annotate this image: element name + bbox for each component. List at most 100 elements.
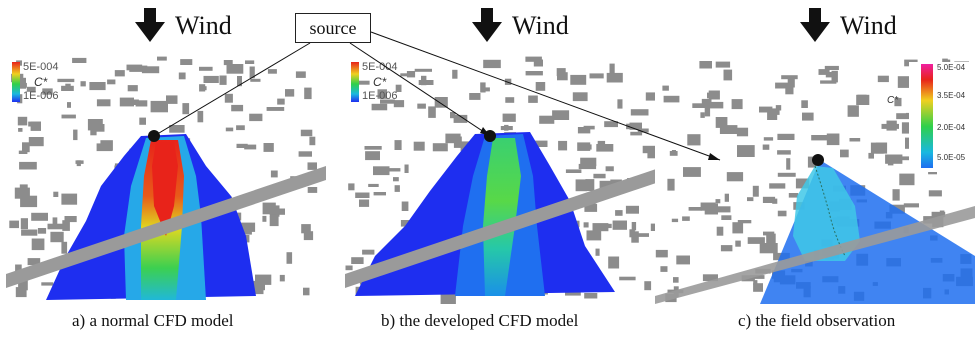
legend-min: 1E-006 <box>23 90 59 102</box>
building <box>785 83 794 95</box>
building <box>18 150 28 154</box>
building <box>671 218 679 223</box>
building <box>593 173 606 179</box>
building <box>127 85 138 92</box>
caption-a: a) a normal CFD model <box>72 311 234 330</box>
building <box>856 94 870 105</box>
building <box>452 69 458 79</box>
building <box>763 231 775 236</box>
building <box>719 125 738 134</box>
building <box>650 223 660 231</box>
building <box>704 107 711 117</box>
building <box>682 216 690 221</box>
building <box>359 199 370 207</box>
building <box>892 189 900 201</box>
building <box>428 106 436 118</box>
legend-tick: 5.0E-05 <box>937 153 966 162</box>
building <box>671 150 676 155</box>
building <box>269 215 279 227</box>
building <box>737 220 752 224</box>
building <box>570 74 587 85</box>
building <box>788 193 799 198</box>
building <box>736 127 749 137</box>
building <box>61 241 68 254</box>
building <box>414 68 432 72</box>
building <box>252 289 264 295</box>
building <box>831 70 838 83</box>
building <box>371 103 388 111</box>
building <box>301 224 311 234</box>
building <box>307 162 317 170</box>
building <box>766 233 776 244</box>
color-legend-bar <box>921 64 933 168</box>
building <box>786 158 791 170</box>
building <box>605 166 614 172</box>
legend-var: C* <box>373 75 387 89</box>
building <box>662 85 669 91</box>
building <box>840 149 849 158</box>
building <box>362 249 375 255</box>
building <box>747 197 754 202</box>
building <box>683 167 701 177</box>
building <box>769 183 786 189</box>
building <box>202 86 207 91</box>
building <box>606 72 623 83</box>
building <box>721 215 732 220</box>
building <box>404 164 409 173</box>
building <box>96 99 111 107</box>
building <box>107 79 116 85</box>
building <box>75 160 84 164</box>
building <box>577 127 591 134</box>
legend-var: C* <box>887 95 899 106</box>
building <box>90 129 97 136</box>
building <box>87 119 103 131</box>
building <box>811 135 828 141</box>
building <box>263 143 274 152</box>
building <box>440 292 456 304</box>
building <box>434 97 448 108</box>
building <box>197 110 204 123</box>
building <box>31 212 48 221</box>
building <box>15 264 22 275</box>
building <box>575 179 588 192</box>
building <box>525 71 543 76</box>
building <box>772 198 778 204</box>
building <box>28 137 44 147</box>
building <box>504 78 512 85</box>
building <box>80 81 86 87</box>
building <box>50 231 64 243</box>
building <box>896 113 911 120</box>
building <box>525 56 542 62</box>
building <box>604 121 618 128</box>
building <box>89 82 106 91</box>
building <box>17 116 28 126</box>
building <box>787 76 795 88</box>
building <box>250 78 261 82</box>
building <box>119 97 134 107</box>
building <box>31 238 45 251</box>
color-legend-bar <box>12 62 20 102</box>
building <box>777 133 795 140</box>
building <box>9 220 19 229</box>
building <box>373 166 390 176</box>
building <box>583 222 589 228</box>
building <box>608 256 620 269</box>
building <box>141 66 160 74</box>
building <box>617 99 623 109</box>
caption-b: b) the developed CFD model <box>381 311 579 330</box>
source-label: source <box>309 17 357 38</box>
building <box>802 112 814 121</box>
building <box>298 151 312 157</box>
building <box>707 92 718 99</box>
wind-indicator-a: Wind <box>135 6 232 46</box>
building <box>236 125 245 131</box>
building <box>584 293 598 299</box>
source-point <box>812 154 824 166</box>
building <box>502 113 516 122</box>
building <box>801 100 808 108</box>
building <box>484 87 490 92</box>
building <box>701 98 712 104</box>
building <box>655 249 668 258</box>
building <box>630 109 649 116</box>
building <box>505 97 515 103</box>
